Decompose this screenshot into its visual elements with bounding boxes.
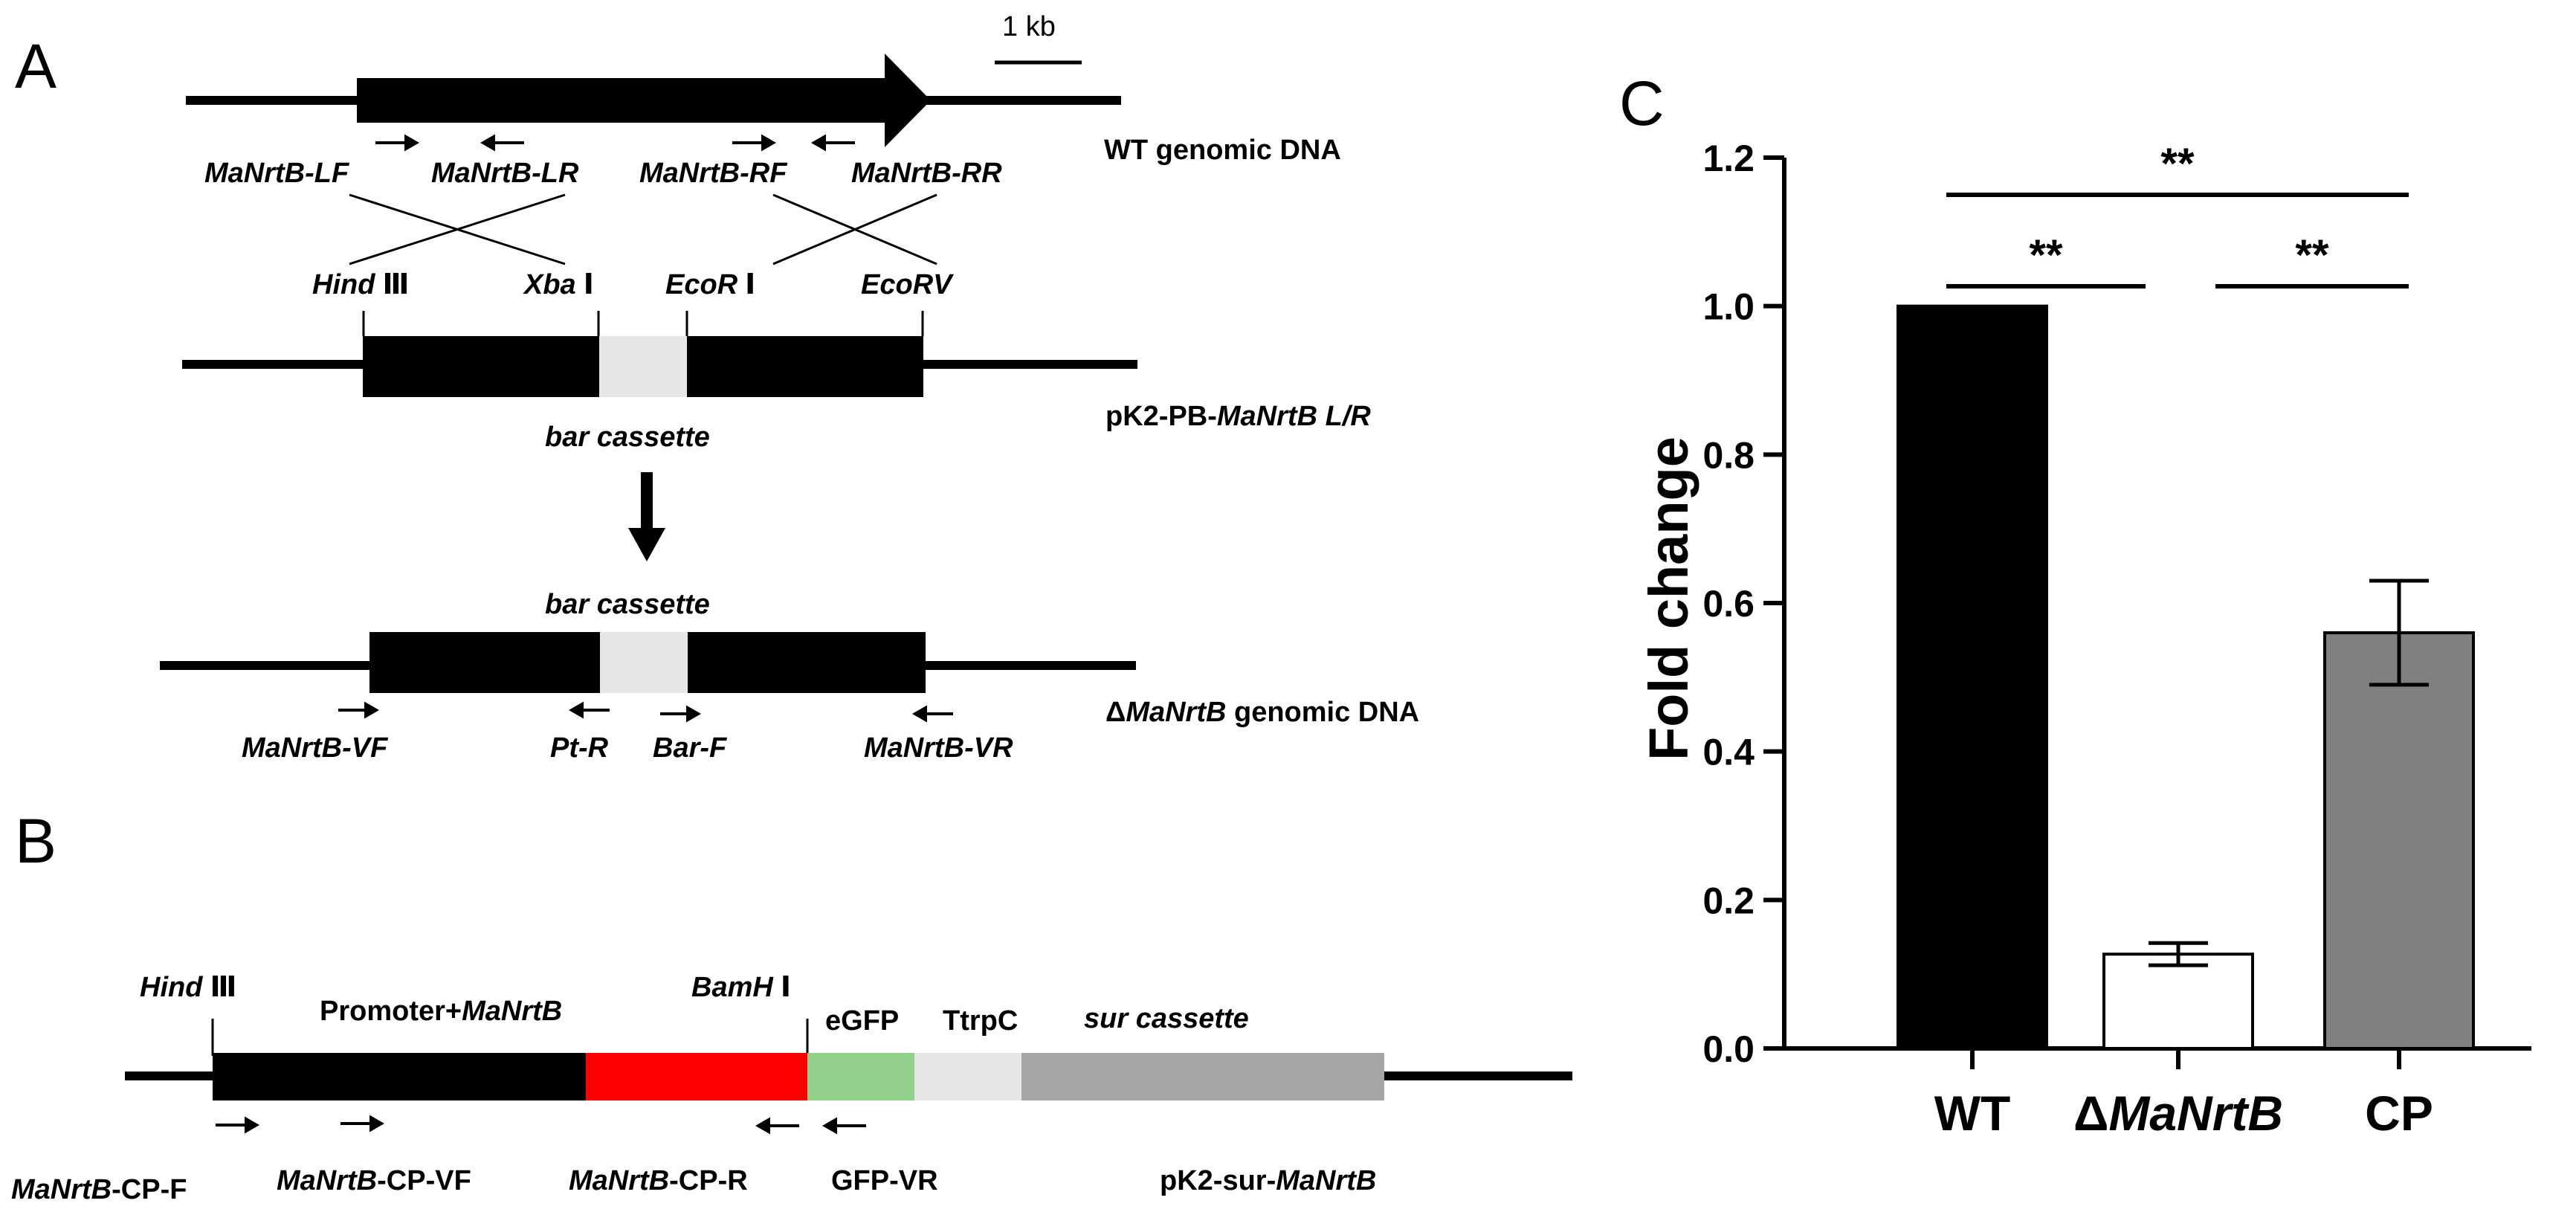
b-site-bamh-i: BamH Ⅰ — [691, 972, 791, 1003]
primer-arrows-top — [375, 134, 855, 152]
chart-y-tick-label: 1.2 — [1702, 138, 1755, 179]
chart-significance-label: ** — [2029, 231, 2063, 280]
chart-y-tick-label: 0.0 — [1702, 1028, 1755, 1070]
site-xba-i: Xba Ⅰ — [523, 269, 594, 300]
mutant-right-arm — [688, 632, 926, 693]
primer-vf: MaNrtB-VF — [242, 732, 389, 764]
site-ecorv: EcoRV — [861, 269, 954, 300]
gene-arrow — [357, 54, 931, 147]
panel-label-a: A — [15, 31, 57, 101]
chart-bar — [2102, 953, 2254, 1050]
panel-b: Hind Ⅲ Promoter+MaNrtB BamH Ⅰ eGFP TtrpC s… — [11, 972, 1572, 1205]
mutant-bar-cassette — [600, 632, 688, 693]
site-ticks — [362, 311, 924, 336]
b-egfp-block — [807, 1053, 914, 1100]
chart-bar — [1897, 304, 2048, 1050]
b-egfp-label: eGFP — [825, 1005, 899, 1037]
b-primer-cp-f: MaNrtB-CP-F — [11, 1174, 187, 1205]
plasmid-left-arm — [363, 336, 599, 397]
bar-cassette-label-2: bar cassette — [545, 589, 710, 620]
recombination-crosses — [349, 193, 937, 265]
primer-bar-f: Bar-F — [653, 732, 728, 764]
site-hind-iii: Hind Ⅲ — [312, 269, 409, 300]
primer-lr: MaNrtB-LR — [431, 158, 579, 189]
chart-x-tick-label: WT — [1934, 1086, 2011, 1141]
chart-significance-label: ** — [2295, 231, 2329, 280]
b-primer-cp-vf: MaNrtB-CP-VF — [277, 1165, 471, 1196]
b-promoter-block — [213, 1053, 586, 1100]
b-sur-block — [1021, 1053, 1384, 1100]
chart-y-tick-label: 0.2 — [1702, 880, 1755, 921]
primer-rf: MaNrtB-RF — [639, 158, 788, 189]
b-primer-cp-r: MaNrtB-CP-R — [569, 1165, 748, 1196]
panel-label-b: B — [15, 806, 57, 876]
b-primer-arrows — [216, 1115, 866, 1135]
b-primer-gfp-vr: GFP-VR — [831, 1165, 938, 1196]
wt-genomic-label: WT genomic DNA — [1104, 135, 1341, 166]
b-site-ticks — [211, 1019, 809, 1056]
b-plasmid-label: pK2-sur-MaNrtB — [1160, 1165, 1376, 1196]
chart-x-tick-label: CP — [2365, 1086, 2433, 1141]
primer-vr: MaNrtB-VR — [864, 732, 1013, 764]
primer-rr: MaNrtB-RR — [851, 158, 1002, 189]
chart-y-axis-label: Fold change — [1638, 436, 1699, 761]
scale-bar-label: 1 kb — [1002, 11, 1056, 42]
plasmid-bar-cassette — [599, 336, 687, 397]
chart-bar — [2323, 631, 2475, 1050]
bar-cassette-label-1: bar cassette — [545, 422, 710, 453]
recombination-arrow — [628, 472, 665, 561]
b-site-hind-iii: Hind Ⅲ — [140, 972, 236, 1003]
plasmid-right-arm — [687, 336, 923, 397]
primer-pt-r: Pt-R — [550, 732, 609, 764]
mutant-left-arm — [369, 632, 600, 693]
mutant-label: ΔMaNrtB genomic DNA — [1105, 697, 1419, 728]
fold-change-chart: Fold change 0.0 0.2 0.4 0.6 0.8 1.0 1.2 WT ΔMaNr… — [1638, 138, 2531, 1141]
chart-significance-label: ** — [2160, 140, 2195, 188]
b-ttrpc-block — [914, 1053, 1021, 1100]
chart-y-tick-label: 0.8 — [1702, 434, 1755, 476]
panel-label-c: C — [1619, 68, 1665, 138]
plasmid-label: pK2-PB-MaNrtB L/R — [1105, 401, 1371, 432]
chart-y-tick-label: 1.0 — [1702, 286, 1755, 328]
b-promoter-label: Promoter+MaNrtB — [320, 996, 562, 1027]
b-ttrpc-label: TtrpC — [943, 1005, 1018, 1037]
b-sur-label: sur cassette — [1084, 1003, 1249, 1034]
chart-y-tick-label: 0.4 — [1702, 732, 1755, 773]
panel-a: 1 kb WT genomic DNA MaNrtB-LF MaNrtB-LR … — [160, 11, 1419, 764]
primer-arrows-bottom — [338, 701, 953, 723]
primer-lf: MaNrtB-LF — [204, 158, 350, 189]
chart-marks: 0.0 0.2 0.4 0.6 0.8 1.0 1.2 WT ΔMaNrtB CP ** ** ** — [1702, 138, 2531, 1141]
chart-y-tick-label: 0.6 — [1702, 583, 1755, 625]
chart-x-tick-label: ΔMaNrtB — [2073, 1086, 2283, 1141]
b-gene-block — [586, 1053, 807, 1100]
site-ecor-i: EcoR Ⅰ — [665, 269, 755, 300]
